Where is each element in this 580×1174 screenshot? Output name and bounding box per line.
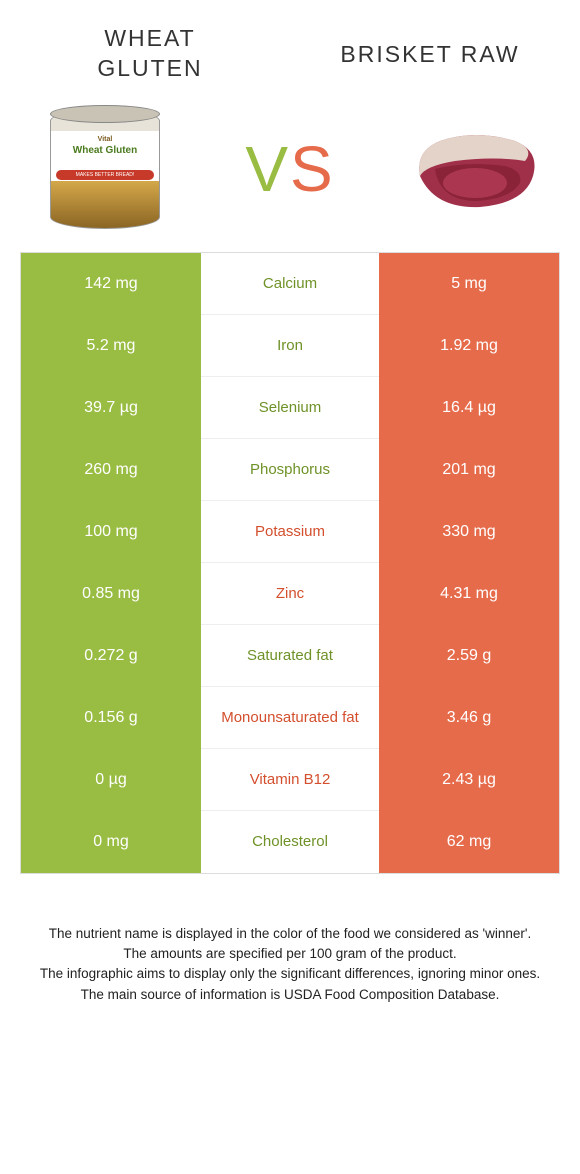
- cell-left-value: 39.7 µg: [21, 377, 201, 439]
- cell-right-value: 62 mg: [379, 811, 559, 873]
- table-row: 0 µgVitamin B122.43 µg: [21, 749, 559, 811]
- cell-right-value: 4.31 mg: [379, 563, 559, 625]
- cell-right-value: 16.4 µg: [379, 377, 559, 439]
- cell-nutrient-label: Phosphorus: [201, 439, 379, 501]
- cell-nutrient-label: Iron: [201, 315, 379, 377]
- cell-left-value: 0.156 g: [21, 687, 201, 749]
- vs-v: V: [245, 133, 290, 205]
- header-left-line1: Wheat: [104, 25, 195, 51]
- cell-nutrient-label: Zinc: [201, 563, 379, 625]
- cell-nutrient-label: Saturated fat: [201, 625, 379, 687]
- cell-right-value: 3.46 g: [379, 687, 559, 749]
- cell-right-value: 2.43 µg: [379, 749, 559, 811]
- cell-right-value: 2.59 g: [379, 625, 559, 687]
- brisket-image: [400, 104, 550, 234]
- cell-nutrient-label: Selenium: [201, 377, 379, 439]
- cell-left-value: 260 mg: [21, 439, 201, 501]
- cell-right-value: 5 mg: [379, 253, 559, 315]
- header-left-line2: gluten: [97, 55, 202, 81]
- footer-line-4: The main source of information is USDA F…: [30, 985, 550, 1005]
- table-row: 0.156 gMonounsaturated fat3.46 g: [21, 687, 559, 749]
- cell-nutrient-label: Potassium: [201, 501, 379, 563]
- vs-row: Vital Wheat Gluten MAKES BETTER BREAD! V…: [0, 94, 580, 252]
- table-row: 5.2 mgIron1.92 mg: [21, 315, 559, 377]
- table-row: 142 mgCalcium5 mg: [21, 253, 559, 315]
- cell-nutrient-label: Monounsaturated fat: [201, 687, 379, 749]
- header-right: Brisket raw: [290, 24, 560, 84]
- cell-right-value: 201 mg: [379, 439, 559, 501]
- footer-line-1: The nutrient name is displayed in the co…: [30, 924, 550, 944]
- table-row: 260 mgPhosphorus201 mg: [21, 439, 559, 501]
- cell-right-value: 330 mg: [379, 501, 559, 563]
- can-label-main: Wheat Gluten: [51, 146, 159, 156]
- table-row: 0 mgCholesterol62 mg: [21, 811, 559, 873]
- can-label-small: Vital: [51, 136, 159, 143]
- header-left: Wheat gluten: [20, 24, 290, 84]
- cell-left-value: 0 mg: [21, 811, 201, 873]
- table-row: 0.85 mgZinc4.31 mg: [21, 563, 559, 625]
- footer-line-2: The amounts are specified per 100 gram o…: [30, 944, 550, 964]
- table-row: 100 mgPotassium330 mg: [21, 501, 559, 563]
- can-strip-text: MAKES BETTER BREAD!: [56, 170, 153, 180]
- cell-nutrient-label: Vitamin B12: [201, 749, 379, 811]
- cell-left-value: 0.85 mg: [21, 563, 201, 625]
- cell-left-value: 142 mg: [21, 253, 201, 315]
- headers: Wheat gluten Brisket raw: [0, 0, 580, 94]
- table-row: 0.272 gSaturated fat2.59 g: [21, 625, 559, 687]
- table-row: 39.7 µgSelenium16.4 µg: [21, 377, 559, 439]
- cell-left-value: 0 µg: [21, 749, 201, 811]
- vs-s: S: [290, 133, 335, 205]
- footer-line-3: The infographic aims to display only the…: [30, 964, 550, 984]
- footer: The nutrient name is displayed in the co…: [0, 874, 580, 1025]
- cell-left-value: 5.2 mg: [21, 315, 201, 377]
- cell-left-value: 0.272 g: [21, 625, 201, 687]
- cell-left-value: 100 mg: [21, 501, 201, 563]
- vs-text: VS: [245, 132, 334, 206]
- wheat-gluten-image: Vital Wheat Gluten MAKES BETTER BREAD!: [30, 104, 180, 234]
- cell-nutrient-label: Cholesterol: [201, 811, 379, 873]
- comparison-table: 142 mgCalcium5 mg5.2 mgIron1.92 mg39.7 µ…: [20, 252, 560, 874]
- cell-right-value: 1.92 mg: [379, 315, 559, 377]
- cell-nutrient-label: Calcium: [201, 253, 379, 315]
